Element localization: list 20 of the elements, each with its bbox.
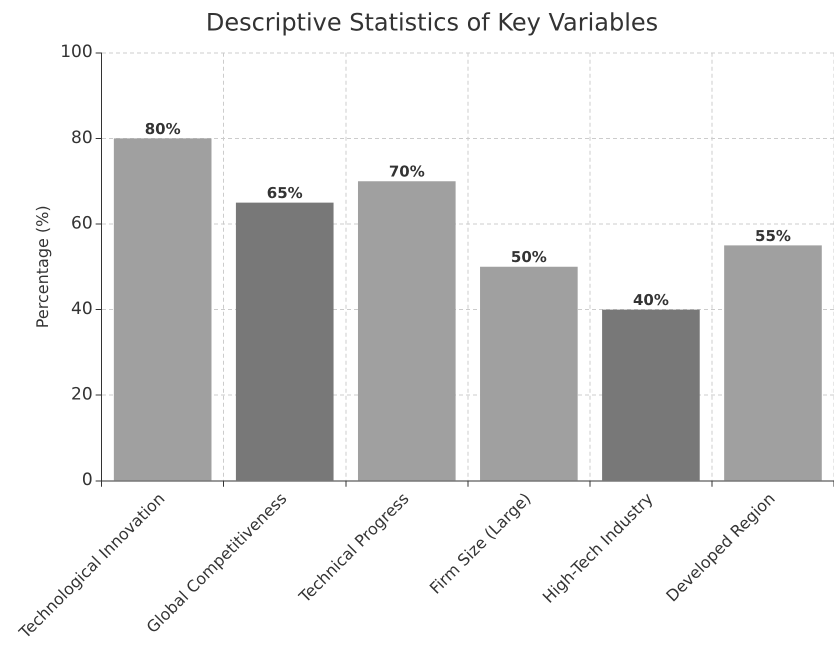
chart-title: Descriptive Statistics of Key Variables (206, 8, 658, 37)
bar (114, 138, 212, 480)
bar (602, 310, 700, 480)
y-tick-label: 20 (71, 384, 93, 405)
bar (480, 266, 578, 480)
data-label: 65% (266, 184, 303, 202)
bar (358, 181, 456, 480)
data-label: 50% (510, 248, 547, 266)
y-tick-label: 40 (71, 299, 93, 320)
y-tick-label: 100 (60, 42, 93, 62)
bar (724, 245, 822, 480)
data-label: 55% (755, 226, 791, 245)
data-label: 40% (632, 290, 669, 309)
bar (236, 202, 334, 480)
y-tick-label: 0 (82, 470, 93, 490)
y-tick-label: 60 (71, 213, 93, 234)
data-label: 70% (388, 162, 425, 181)
y-tick-label: 80 (71, 128, 93, 148)
y-axis-title: Percentage (%) (32, 205, 52, 328)
data-label: 80% (144, 120, 181, 138)
